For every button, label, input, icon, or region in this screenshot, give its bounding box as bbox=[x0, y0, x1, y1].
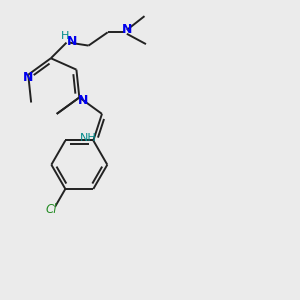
Text: N: N bbox=[78, 94, 88, 107]
Text: NH: NH bbox=[80, 133, 96, 143]
Text: N: N bbox=[67, 35, 77, 48]
Text: N: N bbox=[122, 23, 132, 36]
Text: Cl: Cl bbox=[46, 203, 57, 216]
Text: N: N bbox=[23, 71, 33, 84]
Text: H: H bbox=[61, 31, 69, 41]
